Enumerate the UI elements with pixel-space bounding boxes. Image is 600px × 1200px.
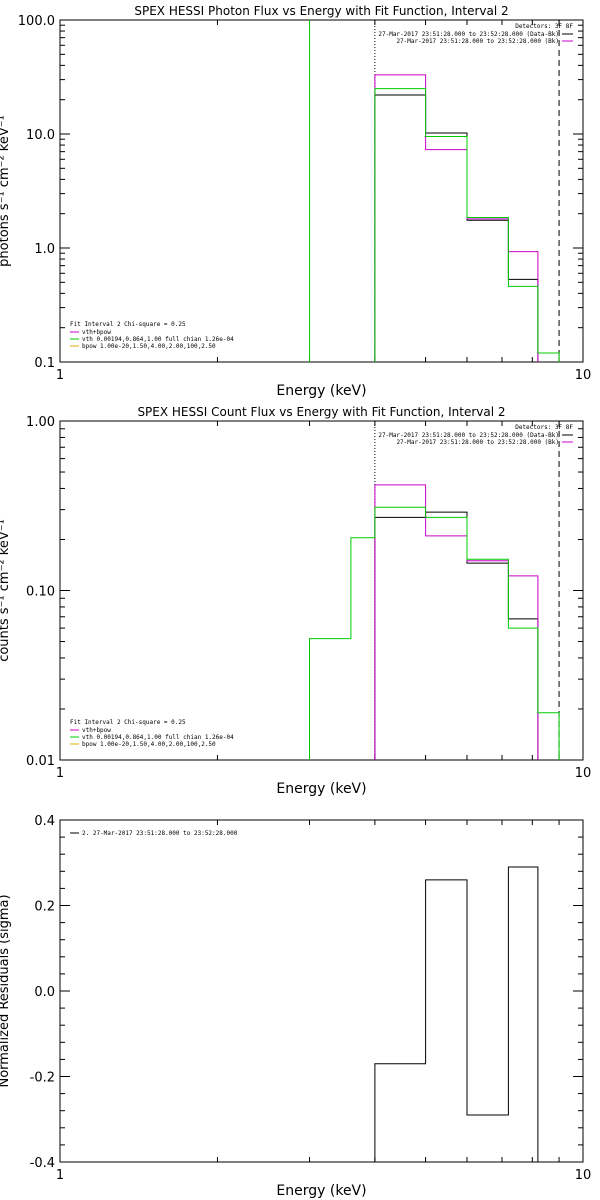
x-axis-label: Energy (keV) (276, 1183, 366, 1199)
time-range-label: 27-Mar-2017 23:51:28.000 to 23:52:28.000… (396, 439, 559, 446)
y-tick-label: 0.10 (26, 585, 55, 600)
time-range-label: 27-Mar-2017 23:51:28.000 to 23:52:28.000… (378, 432, 559, 439)
y-tick-label: -0.2 (30, 1071, 55, 1086)
x-tick-label: 1 (56, 766, 64, 781)
y-tick-label: 0.01 (26, 754, 55, 769)
series-data-bk (374, 511, 539, 760)
legend-entry: vth 0.00194,0.864,1.00 full chian 1.26e-… (82, 336, 234, 343)
legend-entry: bpow 1.00e-20,1.50,4.00,2.00,100,2.50 (82, 741, 216, 748)
detectors-label: Detectors: 3F 8F (515, 424, 573, 431)
y-tick-label: 0.4 (34, 814, 55, 829)
y-tick-label: 0.2 (34, 900, 55, 915)
legend-title: Fit Interval 2 Chi-square = 0.25 (70, 321, 186, 328)
series-vth (374, 88, 560, 362)
y-tick-label: 100.0 (18, 14, 55, 29)
panel-1: SPEX HESSI Photon Flux vs Energy with Fi… (0, 4, 591, 399)
y-tick-label: 0.1 (34, 356, 55, 371)
plot-frame (59, 19, 584, 363)
series-vth (309, 506, 560, 760)
panel-3: Energy (keV) Normalized Residuals (sigma)… (0, 814, 591, 1199)
x-tick-label: 10 (575, 368, 592, 383)
series-vth-bpow (374, 484, 539, 760)
y-tick-label: 0.0 (34, 985, 55, 1000)
y-tick-label: 1.00 (26, 415, 55, 430)
legend-entry: vth+bpow (82, 329, 111, 336)
panel-2: SPEX HESSI Count Flux vs Energy with Fit… (0, 405, 591, 797)
legend-entry: vth 0.00194,0.864,1.00 full chian 1.26e-… (82, 734, 234, 741)
time-range-label: 27-Mar-2017 23:51:28.000 to 23:52:28.000… (396, 38, 559, 45)
y-axis-label: Normalized Residuals (sigma) (0, 894, 12, 1087)
series-vth-bpow (374, 74, 539, 362)
series-residuals (374, 866, 539, 1162)
series-data-bk (374, 94, 539, 362)
x-tick-label: 10 (575, 1168, 592, 1183)
y-axis-label: photons s⁻¹ cm⁻² keV⁻¹ (0, 115, 12, 267)
plot-frame (59, 420, 584, 761)
plot-title: SPEX HESSI Photon Flux vs Energy with Fi… (134, 4, 508, 18)
legend-entry: 2. 27-Mar-2017 23:51:28.000 to 23:52:28.… (82, 830, 238, 837)
x-tick-label: 1 (56, 368, 64, 383)
y-tick-label: 1.0 (34, 242, 55, 257)
y-tick-label: -0.4 (30, 1156, 55, 1171)
legend-title: Fit Interval 2 Chi-square = 0.25 (70, 719, 186, 726)
x-tick-label: 10 (575, 766, 592, 781)
legend-entry: vth+bpow (82, 727, 111, 734)
x-axis-label: Energy (keV) (276, 781, 366, 797)
y-tick-label: 10.0 (26, 128, 55, 143)
plot-title: SPEX HESSI Count Flux vs Energy with Fit… (137, 405, 505, 419)
plot-frame (59, 819, 584, 1163)
legend-entry: bpow 1.00e-20,1.50,4.00,2.00,100,2.50 (82, 343, 216, 350)
x-axis-label: Energy (keV) (276, 383, 366, 399)
y-axis-label: counts s⁻¹ cm⁻² keV⁻¹ (0, 519, 12, 662)
x-tick-label: 1 (56, 1168, 64, 1183)
time-range-label: 27-Mar-2017 23:51:28.000 to 23:52:28.000… (378, 31, 559, 38)
detectors-label: Detectors: 3F 8F (515, 23, 573, 30)
